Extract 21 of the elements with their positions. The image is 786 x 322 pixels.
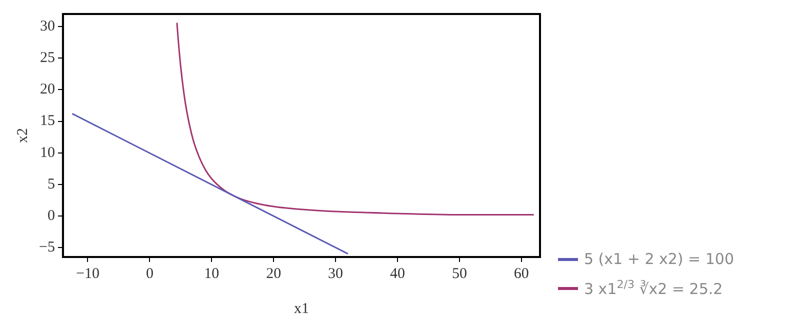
y-tick-label: −5 — [38, 239, 55, 256]
line-series — [176, 22, 535, 216]
legend-label: 3 x1$^{2/3}$ ∛x2 = 25.2 — [584, 278, 723, 298]
y-tick-label: 5 — [47, 176, 55, 192]
legend-label: 5 (x1 + 2 x2) = 100 — [584, 250, 734, 268]
x-tick-label: 50 — [452, 266, 467, 282]
x-axis-title: x1 — [294, 300, 309, 317]
y-tick-label: 25 — [40, 50, 55, 66]
x-tick-label: 60 — [514, 266, 529, 282]
x-tick-label: 40 — [390, 266, 406, 282]
y-tick-label: 0 — [47, 208, 55, 224]
y-tick-label: 30 — [40, 18, 55, 35]
x-tick-label: 10 — [204, 266, 220, 282]
x-tick-label: 20 — [266, 266, 282, 282]
x-tick-label: −10 — [76, 266, 100, 282]
x-tick-label: 0 — [146, 266, 154, 282]
y-tick-label: 10 — [40, 144, 55, 161]
y-axis-title: x2 — [14, 128, 31, 143]
y-tick-label: 20 — [40, 82, 55, 98]
x-tick-label: 30 — [328, 266, 344, 282]
y-tick-label: 15 — [40, 113, 55, 130]
